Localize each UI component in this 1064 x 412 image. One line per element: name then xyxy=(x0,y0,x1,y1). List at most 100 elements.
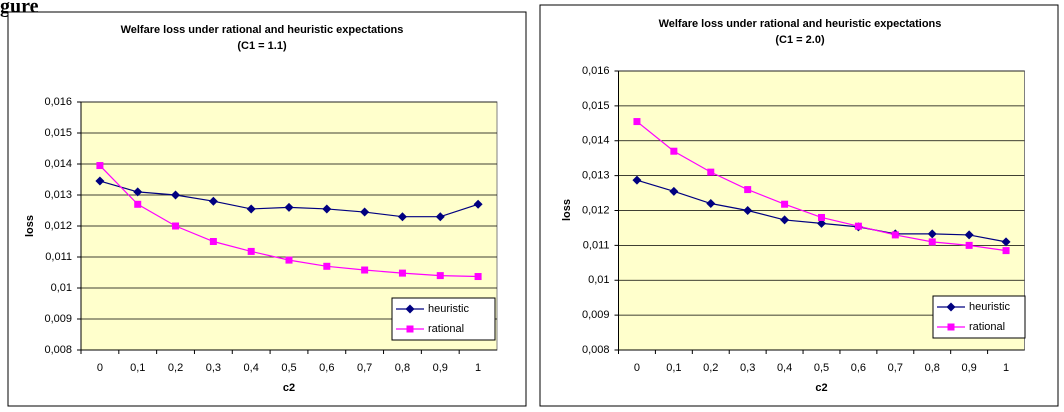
marker xyxy=(397,212,407,222)
marker xyxy=(172,222,180,230)
chart-title: Welfare loss under rational and heuristi… xyxy=(659,18,942,30)
chart-title: Welfare loss under rational and heuristi… xyxy=(121,24,404,36)
y-tick-label: 0,013 xyxy=(44,189,72,201)
marker xyxy=(780,215,790,225)
x-tick-label: 1 xyxy=(1003,362,1009,374)
x-tick-label: 0,5 xyxy=(814,362,829,374)
x-axis-label: c2 xyxy=(283,382,295,394)
marker xyxy=(284,202,294,212)
marker xyxy=(706,199,716,209)
y-tick-label: 0,015 xyxy=(582,100,610,112)
x-tick-label: 0 xyxy=(634,362,640,374)
marker xyxy=(928,238,936,246)
y-tick-label: 0,016 xyxy=(44,96,72,108)
marker xyxy=(405,304,415,314)
marker xyxy=(247,247,255,255)
x-tick-label: 0,2 xyxy=(703,362,718,374)
marker xyxy=(1002,247,1010,255)
marker xyxy=(927,229,937,239)
marker xyxy=(670,147,678,155)
x-tick-label: 0,1 xyxy=(130,362,145,374)
marker xyxy=(246,204,256,214)
x-tick-label: 0,8 xyxy=(395,362,410,374)
x-tick-label: 0,2 xyxy=(168,362,183,374)
x-tick-label: 0,4 xyxy=(244,362,259,374)
y-tick-label: 0,011 xyxy=(583,239,610,251)
marker xyxy=(171,190,181,200)
legend-label: rational xyxy=(428,323,464,335)
y-axis-label: loss xyxy=(24,215,36,237)
marker xyxy=(436,272,444,280)
marker xyxy=(743,206,753,215)
marker xyxy=(633,118,641,126)
chart-subtitle: (C1 = 1.1) xyxy=(237,40,287,52)
x-tick-label: 0 xyxy=(97,362,103,374)
y-tick-label: 0,011 xyxy=(45,251,72,263)
x-tick-label: 0,3 xyxy=(740,362,755,374)
marker xyxy=(817,218,826,228)
marker xyxy=(818,213,825,221)
marker xyxy=(473,199,483,209)
marker xyxy=(134,200,142,208)
marker xyxy=(946,302,956,312)
marker xyxy=(96,162,104,170)
x-tick-label: 0,6 xyxy=(319,362,334,374)
marker xyxy=(744,186,752,194)
marker xyxy=(964,230,974,240)
marker xyxy=(891,231,899,239)
marker xyxy=(133,187,143,197)
y-tick-label: 0,013 xyxy=(582,170,610,182)
y-tick-label: 0,009 xyxy=(582,309,610,321)
marker xyxy=(208,196,218,206)
y-tick-label: 0,014 xyxy=(44,158,72,170)
x-tick-label: 1 xyxy=(475,362,481,374)
y-tick-label: 0,015 xyxy=(44,127,72,139)
marker xyxy=(474,273,482,281)
x-tick-label: 0,6 xyxy=(851,362,866,374)
legend-label: heuristic xyxy=(428,303,469,315)
marker xyxy=(632,175,642,185)
marker xyxy=(398,269,406,277)
y-tick-label: 0,01 xyxy=(588,274,609,286)
marker xyxy=(209,238,217,245)
x-tick-label: 0,8 xyxy=(925,362,940,374)
y-tick-label: 0,008 xyxy=(582,344,610,356)
marker xyxy=(361,266,369,274)
x-tick-label: 0,9 xyxy=(961,362,976,374)
marker xyxy=(781,200,789,208)
y-tick-label: 0,012 xyxy=(582,204,610,216)
legend xyxy=(391,297,496,341)
marker xyxy=(322,204,332,214)
x-tick-label: 0,9 xyxy=(433,362,448,374)
legend xyxy=(932,295,1026,339)
legend-label: rational xyxy=(969,321,1005,333)
legend-label: heuristic xyxy=(969,301,1010,313)
x-axis-label: c2 xyxy=(815,382,827,394)
marker xyxy=(1001,237,1011,247)
marker xyxy=(965,241,973,249)
marker xyxy=(406,325,414,333)
x-tick-label: 0,3 xyxy=(206,362,221,374)
x-tick-label: 0,7 xyxy=(888,362,903,374)
y-axis-label: loss xyxy=(561,199,573,221)
chart-subtitle: (C1 = 2.0) xyxy=(775,34,825,46)
y-tick-label: 0,016 xyxy=(582,65,610,77)
x-tick-label: 0,4 xyxy=(777,362,792,374)
marker xyxy=(360,207,370,217)
marker xyxy=(947,323,955,331)
x-tick-label: 0,1 xyxy=(666,362,681,374)
marker xyxy=(854,222,862,230)
x-tick-label: 0,7 xyxy=(357,362,372,374)
y-tick-label: 0,008 xyxy=(44,344,72,356)
marker xyxy=(285,256,293,264)
y-tick-label: 0,014 xyxy=(582,135,610,147)
marker xyxy=(669,186,679,196)
x-tick-label: 0,5 xyxy=(281,362,296,374)
y-tick-label: 0,012 xyxy=(44,220,72,232)
marker xyxy=(435,212,445,222)
marker xyxy=(95,176,105,186)
marker xyxy=(323,262,331,270)
y-tick-label: 0,009 xyxy=(44,313,72,325)
marker xyxy=(707,168,715,176)
